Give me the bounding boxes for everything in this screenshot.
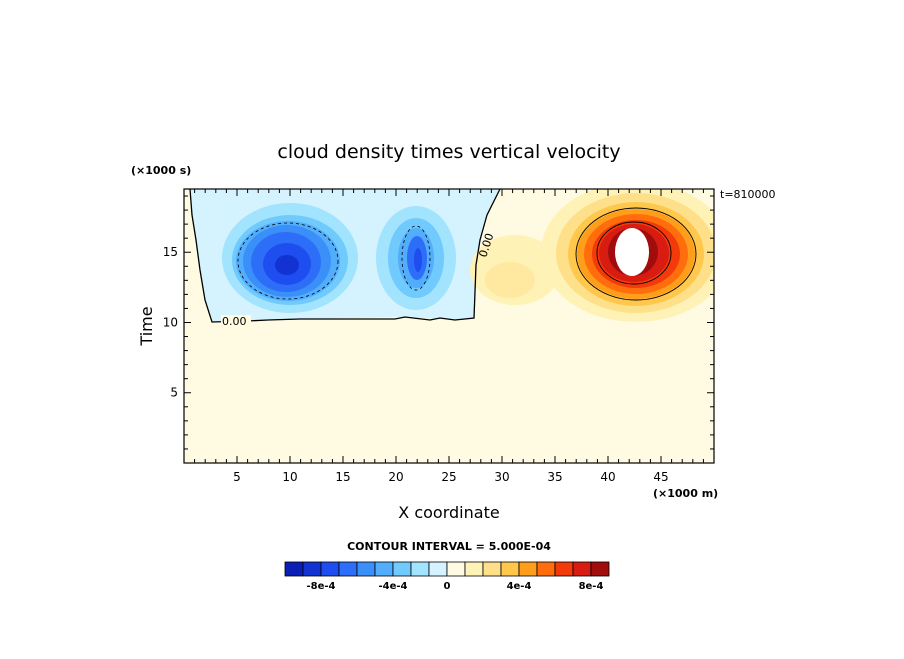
chart-title: cloud density times vertical velocity	[277, 141, 620, 163]
y-tick-label: 10	[163, 315, 178, 329]
colorbar-swatch	[536, 561, 556, 577]
x-unit-label: (×1000 m)	[653, 487, 718, 500]
field-layer	[190, 189, 714, 322]
positive-cell-core	[615, 228, 649, 276]
colorbar-ticks: -8e-4 -4e-4 0 4e-4 8e-4	[307, 581, 604, 592]
colorbar-swatch	[572, 561, 592, 577]
y-unit-label: (×1000 s)	[131, 164, 191, 177]
contour-lines	[189, 188, 697, 323]
positive-solid-contour	[596, 221, 672, 285]
colorbar-swatch	[482, 561, 502, 577]
colorbar-tick-label: 4e-4	[507, 581, 532, 592]
colorbar-swatch	[590, 561, 610, 577]
colorbar-swatch	[320, 561, 340, 577]
x-tick-label: 5	[233, 470, 241, 484]
colorbar-swatch	[302, 561, 322, 577]
colorbar-swatch	[410, 561, 430, 577]
negative-dashed-contour	[401, 225, 431, 291]
x-tick-label: 35	[547, 470, 562, 484]
negative-cell-left-contour	[275, 255, 299, 275]
contour-interval-label: CONTOUR INTERVAL = 5.000E-04	[347, 540, 551, 553]
colorbar-tick-label: -8e-4	[307, 581, 336, 592]
x-tick-label: 25	[441, 470, 456, 484]
x-axis-label: X coordinate	[398, 503, 499, 522]
x-axis: 5 10 15 20 25 30 35 40 45	[194, 189, 704, 484]
colorbar-tick-label: 8e-4	[579, 581, 604, 592]
colorbar-swatch	[284, 561, 304, 577]
contour-label-bg	[221, 315, 251, 327]
negative-dashed-contour	[237, 222, 339, 300]
negative-cell-right-contour	[414, 248, 422, 272]
colorbar-swatch	[374, 561, 394, 577]
x-tick-label: 15	[335, 470, 350, 484]
colorbar	[284, 561, 610, 577]
colorbar-swatch	[446, 561, 466, 577]
positive-solid-contour	[575, 207, 697, 301]
x-tick-label: 20	[388, 470, 403, 484]
colorbar-swatch	[428, 561, 448, 577]
x-tick-label: 10	[282, 470, 297, 484]
x-tick-label: 45	[653, 470, 668, 484]
contour-label-left: 0.00	[222, 315, 247, 328]
colorbar-swatch	[392, 561, 412, 577]
colorbar-swatch	[356, 561, 376, 577]
colorbar-swatch	[500, 561, 520, 577]
weak-positive-cell	[485, 262, 535, 298]
colorbar-tick-label: 0	[444, 581, 451, 592]
y-tick-label: 15	[163, 245, 178, 259]
colorbar-swatch	[338, 561, 358, 577]
y-tick-label: 5	[170, 386, 178, 400]
colorbar-tick-label: -4e-4	[379, 581, 408, 592]
y-axis-label: Time	[137, 306, 156, 346]
x-tick-label: 30	[494, 470, 509, 484]
colorbar-swatch	[554, 561, 574, 577]
y-axis: 5 10 15	[163, 195, 714, 450]
colorbar-swatch	[464, 561, 484, 577]
colorbar-swatch	[518, 561, 538, 577]
time-stamp-label: t=810000	[720, 188, 776, 201]
x-tick-label: 40	[600, 470, 615, 484]
zero-contour-line	[189, 188, 501, 323]
